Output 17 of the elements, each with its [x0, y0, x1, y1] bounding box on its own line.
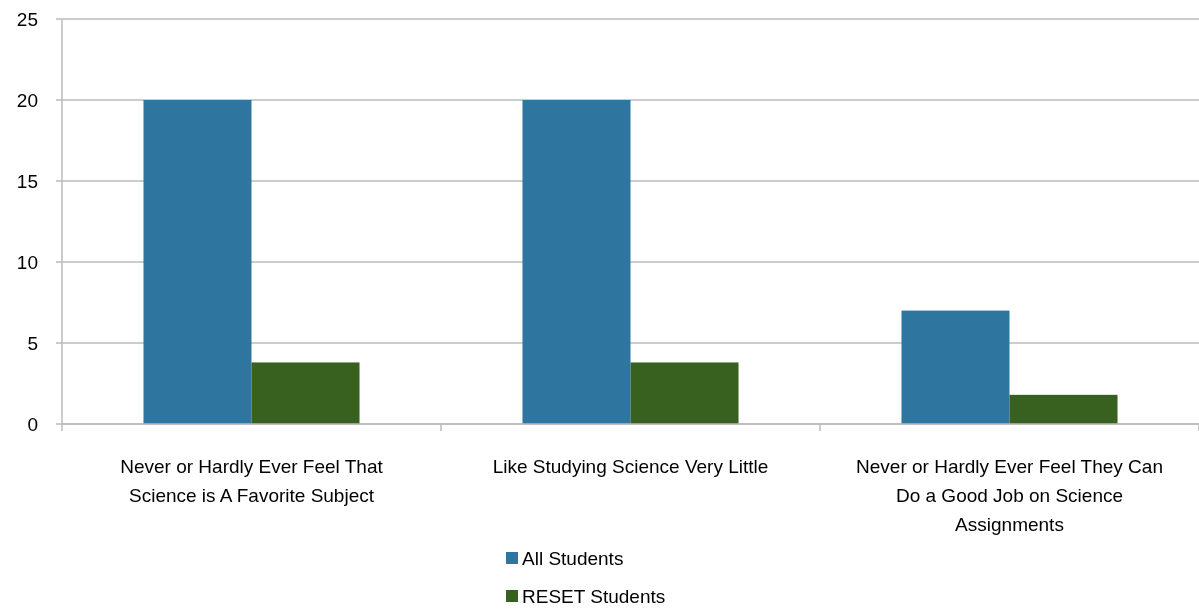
- bar: [901, 310, 1010, 424]
- bar: [1009, 394, 1118, 424]
- y-tick-label: 15: [16, 170, 38, 192]
- y-tick-label: 25: [16, 8, 38, 30]
- x-tick-label: Like Studying Science Very Little: [492, 456, 769, 477]
- legend-label: All Students: [522, 547, 624, 569]
- x-tick-label: Never or Hardly Ever Feel That Science is A Favorite Subject: [120, 456, 384, 506]
- y-tick-label: 20: [16, 89, 38, 111]
- bar: [251, 362, 360, 424]
- y-tick-label: 5: [27, 332, 38, 354]
- bar: [143, 100, 252, 424]
- y-tick-label: 10: [16, 251, 38, 273]
- legend-label: RESET Students: [522, 585, 666, 607]
- bar: [630, 362, 739, 424]
- x-tick-label: Never or Hardly Ever Feel They Can Do a Good Job on Science Assignments: [856, 456, 1163, 535]
- bar: [522, 100, 631, 424]
- y-tick-label: 0: [27, 413, 38, 435]
